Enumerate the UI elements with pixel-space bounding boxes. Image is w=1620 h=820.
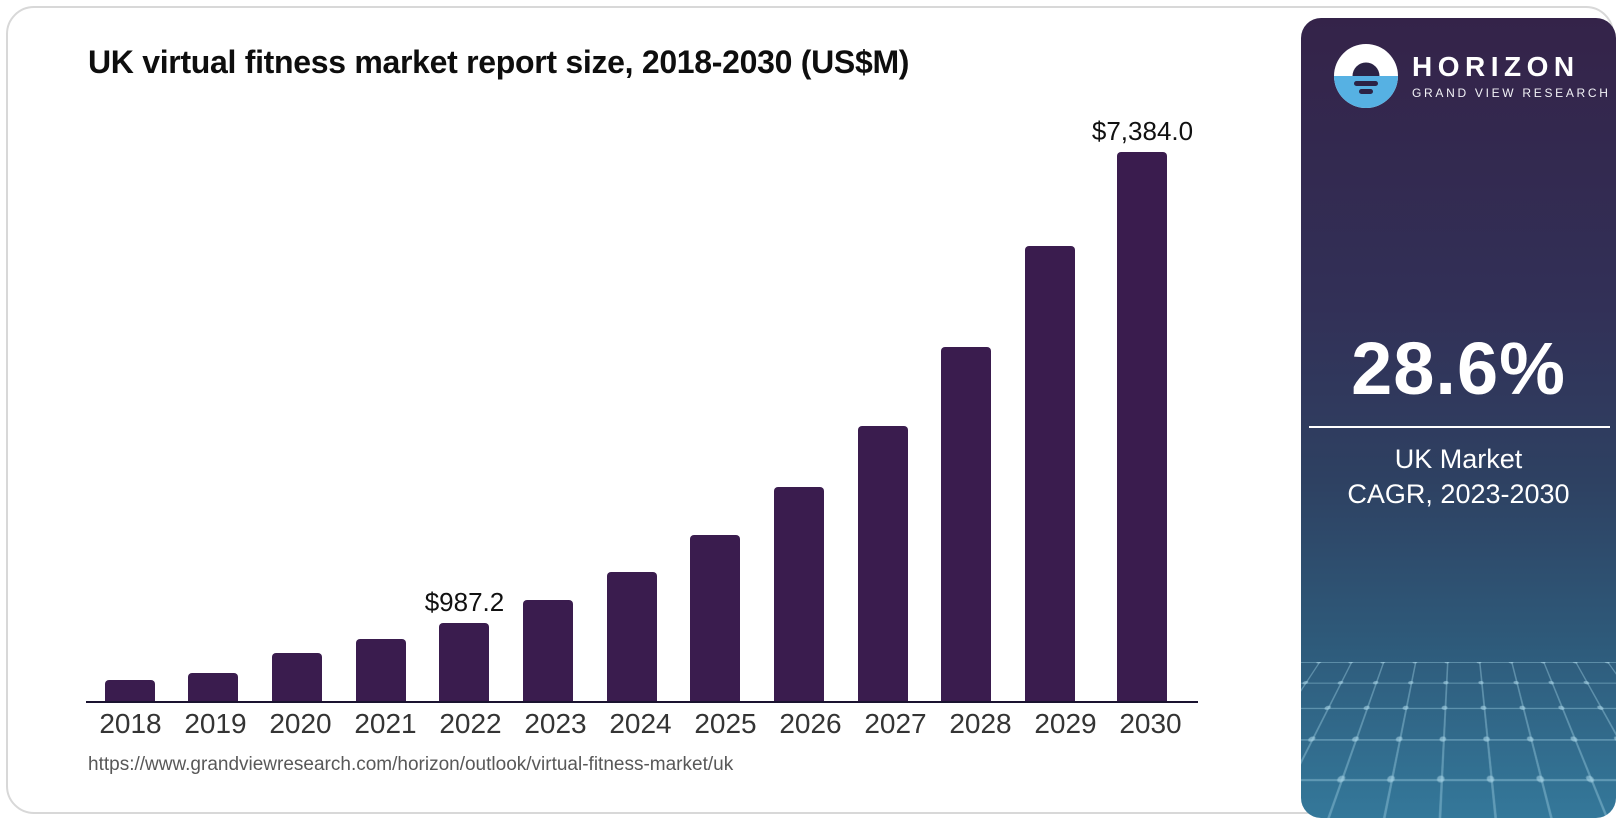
horizon-sun-over-water-icon (1334, 44, 1398, 108)
bar-value-label-2022: $987.2 (424, 586, 505, 617)
brand-name: HORIZON (1412, 51, 1580, 83)
bar-column-2023 (506, 116, 590, 701)
tick-2019: 2019 (184, 708, 247, 739)
bar-column-2019 (172, 116, 256, 701)
mesh-grid (1301, 656, 1616, 662)
bar-column-2024 (590, 116, 674, 701)
wireframe-mesh-decoration (1301, 656, 1616, 818)
tick-2028: 2028 (949, 708, 1012, 739)
tick-2026: 2026 (779, 708, 842, 739)
bar-2019 (188, 673, 239, 701)
stat-divider (1309, 426, 1610, 428)
tick-2020: 2020 (269, 708, 332, 739)
brand-text-block: HORIZON GRAND VIEW RESEARCH (1412, 51, 1611, 100)
bar-value-label-2030: $7,384.0 (1091, 116, 1194, 146)
bar-2021 (355, 639, 406, 701)
bar-2030 (1117, 152, 1168, 701)
tick-2029: 2029 (1034, 708, 1097, 739)
bar-column-2025 (674, 116, 758, 701)
tick-2018: 2018 (99, 708, 162, 739)
stat-caption-line2: CAGR, 2023-2030 (1347, 479, 1570, 509)
bar-column-2020 (255, 116, 339, 701)
x-axis-tick-labels: 2018 2019 2020 2021 2022 2023 2024 2025 … (88, 708, 1193, 740)
bar-2024 (606, 571, 657, 701)
tick-2030: 2030 (1119, 708, 1182, 739)
bar-column-2021 (339, 116, 423, 701)
bar-column-2018 (88, 116, 172, 701)
tick-2025: 2025 (694, 708, 757, 739)
bar-2027 (857, 425, 908, 701)
bar-2029 (1025, 245, 1076, 701)
bar-column-2028 (925, 116, 1009, 701)
brand-subtitle: GRAND VIEW RESEARCH (1412, 85, 1611, 100)
cagr-stat-caption: UK Market CAGR, 2023-2030 (1301, 442, 1616, 512)
bar-2022 (439, 622, 490, 701)
tick-2022: 2022 (439, 708, 502, 739)
tick-2027: 2027 (864, 708, 927, 739)
bar-2020 (272, 652, 323, 701)
bar-column-2030: $7,384.0 (1092, 116, 1193, 701)
bar-column-2022: $987.2 (423, 116, 507, 701)
bar-2018 (104, 679, 155, 701)
bar-column-2026 (757, 116, 841, 701)
bar-column-2029 (1008, 116, 1092, 701)
bar-2028 (941, 347, 992, 701)
bar-column-2027 (841, 116, 925, 701)
chart-title: UK virtual fitness market report size, 2… (88, 44, 910, 80)
horizon-logo: HORIZON GRAND VIEW RESEARCH (1334, 44, 1611, 108)
report-card: UK virtual fitness market report size, 2… (6, 6, 1616, 818)
bar-2026 (774, 487, 825, 701)
bar-2025 (690, 534, 741, 701)
stat-caption-line1: UK Market (1394, 444, 1523, 474)
tick-2021: 2021 (354, 708, 417, 739)
tick-2024: 2024 (609, 708, 672, 739)
cagr-stat-value: 28.6% (1351, 327, 1566, 410)
x-axis-line (86, 701, 1198, 703)
brand-sidebar: HORIZON GRAND VIEW RESEARCH 28.6% UK Mar… (1301, 18, 1616, 818)
bar-chart-plot-area: $987.2 $7 (88, 116, 1193, 701)
tick-2023: 2023 (524, 708, 587, 739)
bar-2023 (523, 600, 574, 701)
source-url: https://www.grandviewresearch.com/horizo… (88, 754, 734, 775)
